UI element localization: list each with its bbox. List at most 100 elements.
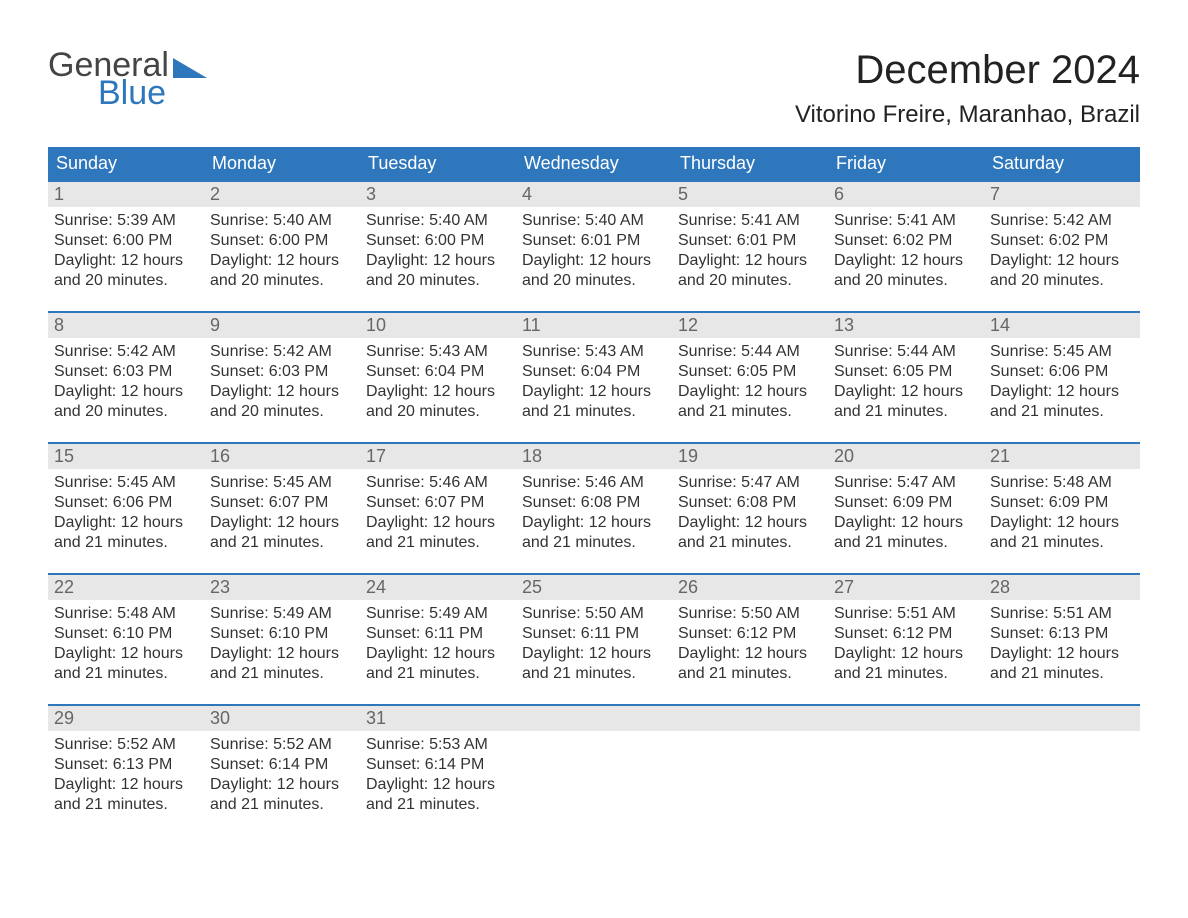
sunset-text: Sunset: 6:09 PM — [834, 493, 978, 513]
day-body: Sunrise: 5:48 AMSunset: 6:09 PMDaylight:… — [984, 469, 1140, 555]
calendar-day: 28Sunrise: 5:51 AMSunset: 6:13 PMDayligh… — [984, 575, 1140, 686]
calendar-day: 3Sunrise: 5:40 AMSunset: 6:00 PMDaylight… — [360, 182, 516, 293]
daylight-line-1: Daylight: 12 hours — [990, 513, 1134, 533]
sunset-text: Sunset: 6:01 PM — [522, 231, 666, 251]
day-number: 4 — [516, 182, 672, 207]
day-body: Sunrise: 5:51 AMSunset: 6:13 PMDaylight:… — [984, 600, 1140, 686]
daylight-line-1: Daylight: 12 hours — [522, 251, 666, 271]
daylight-line-1: Daylight: 12 hours — [210, 775, 354, 795]
day-number: 14 — [984, 313, 1140, 338]
calendar-day: 1Sunrise: 5:39 AMSunset: 6:00 PMDaylight… — [48, 182, 204, 293]
sunset-text: Sunset: 6:05 PM — [678, 362, 822, 382]
sunset-text: Sunset: 6:03 PM — [210, 362, 354, 382]
day-number: 29 — [48, 706, 204, 731]
daylight-line-2: and 21 minutes. — [522, 664, 666, 684]
sunrise-text: Sunrise: 5:45 AM — [210, 473, 354, 493]
calendar-day: 24Sunrise: 5:49 AMSunset: 6:11 PMDayligh… — [360, 575, 516, 686]
sunrise-text: Sunrise: 5:41 AM — [678, 211, 822, 231]
sunset-text: Sunset: 6:04 PM — [522, 362, 666, 382]
sunset-text: Sunset: 6:14 PM — [210, 755, 354, 775]
sunrise-text: Sunrise: 5:50 AM — [522, 604, 666, 624]
sunset-text: Sunset: 6:03 PM — [54, 362, 198, 382]
day-body: Sunrise: 5:52 AMSunset: 6:13 PMDaylight:… — [48, 731, 204, 817]
day-number: 26 — [672, 575, 828, 600]
day-number: 2 — [204, 182, 360, 207]
day-number: 13 — [828, 313, 984, 338]
day-number: 31 — [360, 706, 516, 731]
daylight-line-1: Daylight: 12 hours — [678, 644, 822, 664]
day-body: Sunrise: 5:47 AMSunset: 6:08 PMDaylight:… — [672, 469, 828, 555]
calendar-day: 19Sunrise: 5:47 AMSunset: 6:08 PMDayligh… — [672, 444, 828, 555]
day-body: Sunrise: 5:43 AMSunset: 6:04 PMDaylight:… — [360, 338, 516, 424]
day-number: 27 — [828, 575, 984, 600]
daylight-line-2: and 20 minutes. — [990, 271, 1134, 291]
daylight-line-2: and 21 minutes. — [990, 533, 1134, 553]
daylight-line-2: and 21 minutes. — [834, 402, 978, 422]
daylight-line-2: and 21 minutes. — [990, 402, 1134, 422]
sunset-text: Sunset: 6:02 PM — [990, 231, 1134, 251]
daylight-line-1: Daylight: 12 hours — [990, 644, 1134, 664]
daylight-line-1: Daylight: 12 hours — [990, 382, 1134, 402]
location-subtitle: Vitorino Freire, Maranhao, Brazil — [795, 101, 1140, 129]
calendar-week: 8Sunrise: 5:42 AMSunset: 6:03 PMDaylight… — [48, 311, 1140, 424]
daylight-line-1: Daylight: 12 hours — [54, 775, 198, 795]
day-number: 25 — [516, 575, 672, 600]
daylight-line-1: Daylight: 12 hours — [366, 513, 510, 533]
dow-tuesday: Tuesday — [360, 147, 516, 180]
sunset-text: Sunset: 6:13 PM — [54, 755, 198, 775]
calendar-week: 22Sunrise: 5:48 AMSunset: 6:10 PMDayligh… — [48, 573, 1140, 686]
sunrise-text: Sunrise: 5:45 AM — [990, 342, 1134, 362]
calendar-day — [828, 706, 984, 817]
calendar-day — [516, 706, 672, 817]
sunset-text: Sunset: 6:11 PM — [522, 624, 666, 644]
calendar-day: 11Sunrise: 5:43 AMSunset: 6:04 PMDayligh… — [516, 313, 672, 424]
calendar-day: 2 Sunrise: 5:40 AMSunset: 6:00 PMDaylight… — [204, 182, 360, 293]
calendar-day: 9Sunrise: 5:42 AMSunset: 6:03 PMDaylight… — [204, 313, 360, 424]
day-number — [984, 706, 1140, 731]
calendar-day: 26Sunrise: 5:50 AMSunset: 6:12 PMDayligh… — [672, 575, 828, 686]
day-number: 16 — [204, 444, 360, 469]
sunrise-text: Sunrise: 5:42 AM — [210, 342, 354, 362]
sunset-text: Sunset: 6:08 PM — [522, 493, 666, 513]
sunrise-text: Sunrise: 5:53 AM — [366, 735, 510, 755]
daylight-line-2: and 21 minutes. — [834, 664, 978, 684]
day-number: 5 — [672, 182, 828, 207]
daylight-line-1: Daylight: 12 hours — [678, 382, 822, 402]
day-body: Sunrise: 5:43 AMSunset: 6:04 PMDaylight:… — [516, 338, 672, 424]
daylight-line-2: and 20 minutes. — [678, 271, 822, 291]
calendar-day: 27Sunrise: 5:51 AMSunset: 6:12 PMDayligh… — [828, 575, 984, 686]
dow-monday: Monday — [204, 147, 360, 180]
calendar: Sunday Monday Tuesday Wednesday Thursday… — [48, 147, 1140, 817]
daylight-line-1: Daylight: 12 hours — [366, 775, 510, 795]
calendar-day: 6Sunrise: 5:41 AMSunset: 6:02 PMDaylight… — [828, 182, 984, 293]
day-number: 17 — [360, 444, 516, 469]
sunrise-text: Sunrise: 5:41 AM — [834, 211, 978, 231]
calendar-day: 20Sunrise: 5:47 AMSunset: 6:09 PMDayligh… — [828, 444, 984, 555]
daylight-line-1: Daylight: 12 hours — [522, 382, 666, 402]
day-body: Sunrise: 5:45 AMSunset: 6:07 PMDaylight:… — [204, 469, 360, 555]
day-number — [672, 706, 828, 731]
daylight-line-1: Daylight: 12 hours — [54, 644, 198, 664]
sunrise-text: Sunrise: 5:49 AM — [366, 604, 510, 624]
sunrise-text: Sunrise: 5:40 AM — [210, 211, 354, 231]
daylight-line-1: Daylight: 12 hours — [54, 513, 198, 533]
calendar-day: 30Sunrise: 5:52 AMSunset: 6:14 PMDayligh… — [204, 706, 360, 817]
day-number: 24 — [360, 575, 516, 600]
sunrise-text: Sunrise: 5:40 AM — [366, 211, 510, 231]
sunset-text: Sunset: 6:09 PM — [990, 493, 1134, 513]
calendar-day: 23Sunrise: 5:49 AMSunset: 6:10 PMDayligh… — [204, 575, 360, 686]
daylight-line-1: Daylight: 12 hours — [210, 644, 354, 664]
day-number: 23 — [204, 575, 360, 600]
daylight-line-2: and 21 minutes. — [210, 533, 354, 553]
daylight-line-1: Daylight: 12 hours — [210, 251, 354, 271]
sunset-text: Sunset: 6:07 PM — [366, 493, 510, 513]
sunset-text: Sunset: 6:05 PM — [834, 362, 978, 382]
daylight-line-1: Daylight: 12 hours — [834, 644, 978, 664]
day-body: Sunrise: 5:44 AMSunset: 6:05 PMDaylight:… — [828, 338, 984, 424]
day-number: 15 — [48, 444, 204, 469]
sunset-text: Sunset: 6:00 PM — [210, 231, 354, 251]
sunrise-text: Sunrise: 5:49 AM — [210, 604, 354, 624]
sunrise-text: Sunrise: 5:39 AM — [54, 211, 198, 231]
sunrise-text: Sunrise: 5:51 AM — [990, 604, 1134, 624]
sunrise-text: Sunrise: 5:44 AM — [678, 342, 822, 362]
